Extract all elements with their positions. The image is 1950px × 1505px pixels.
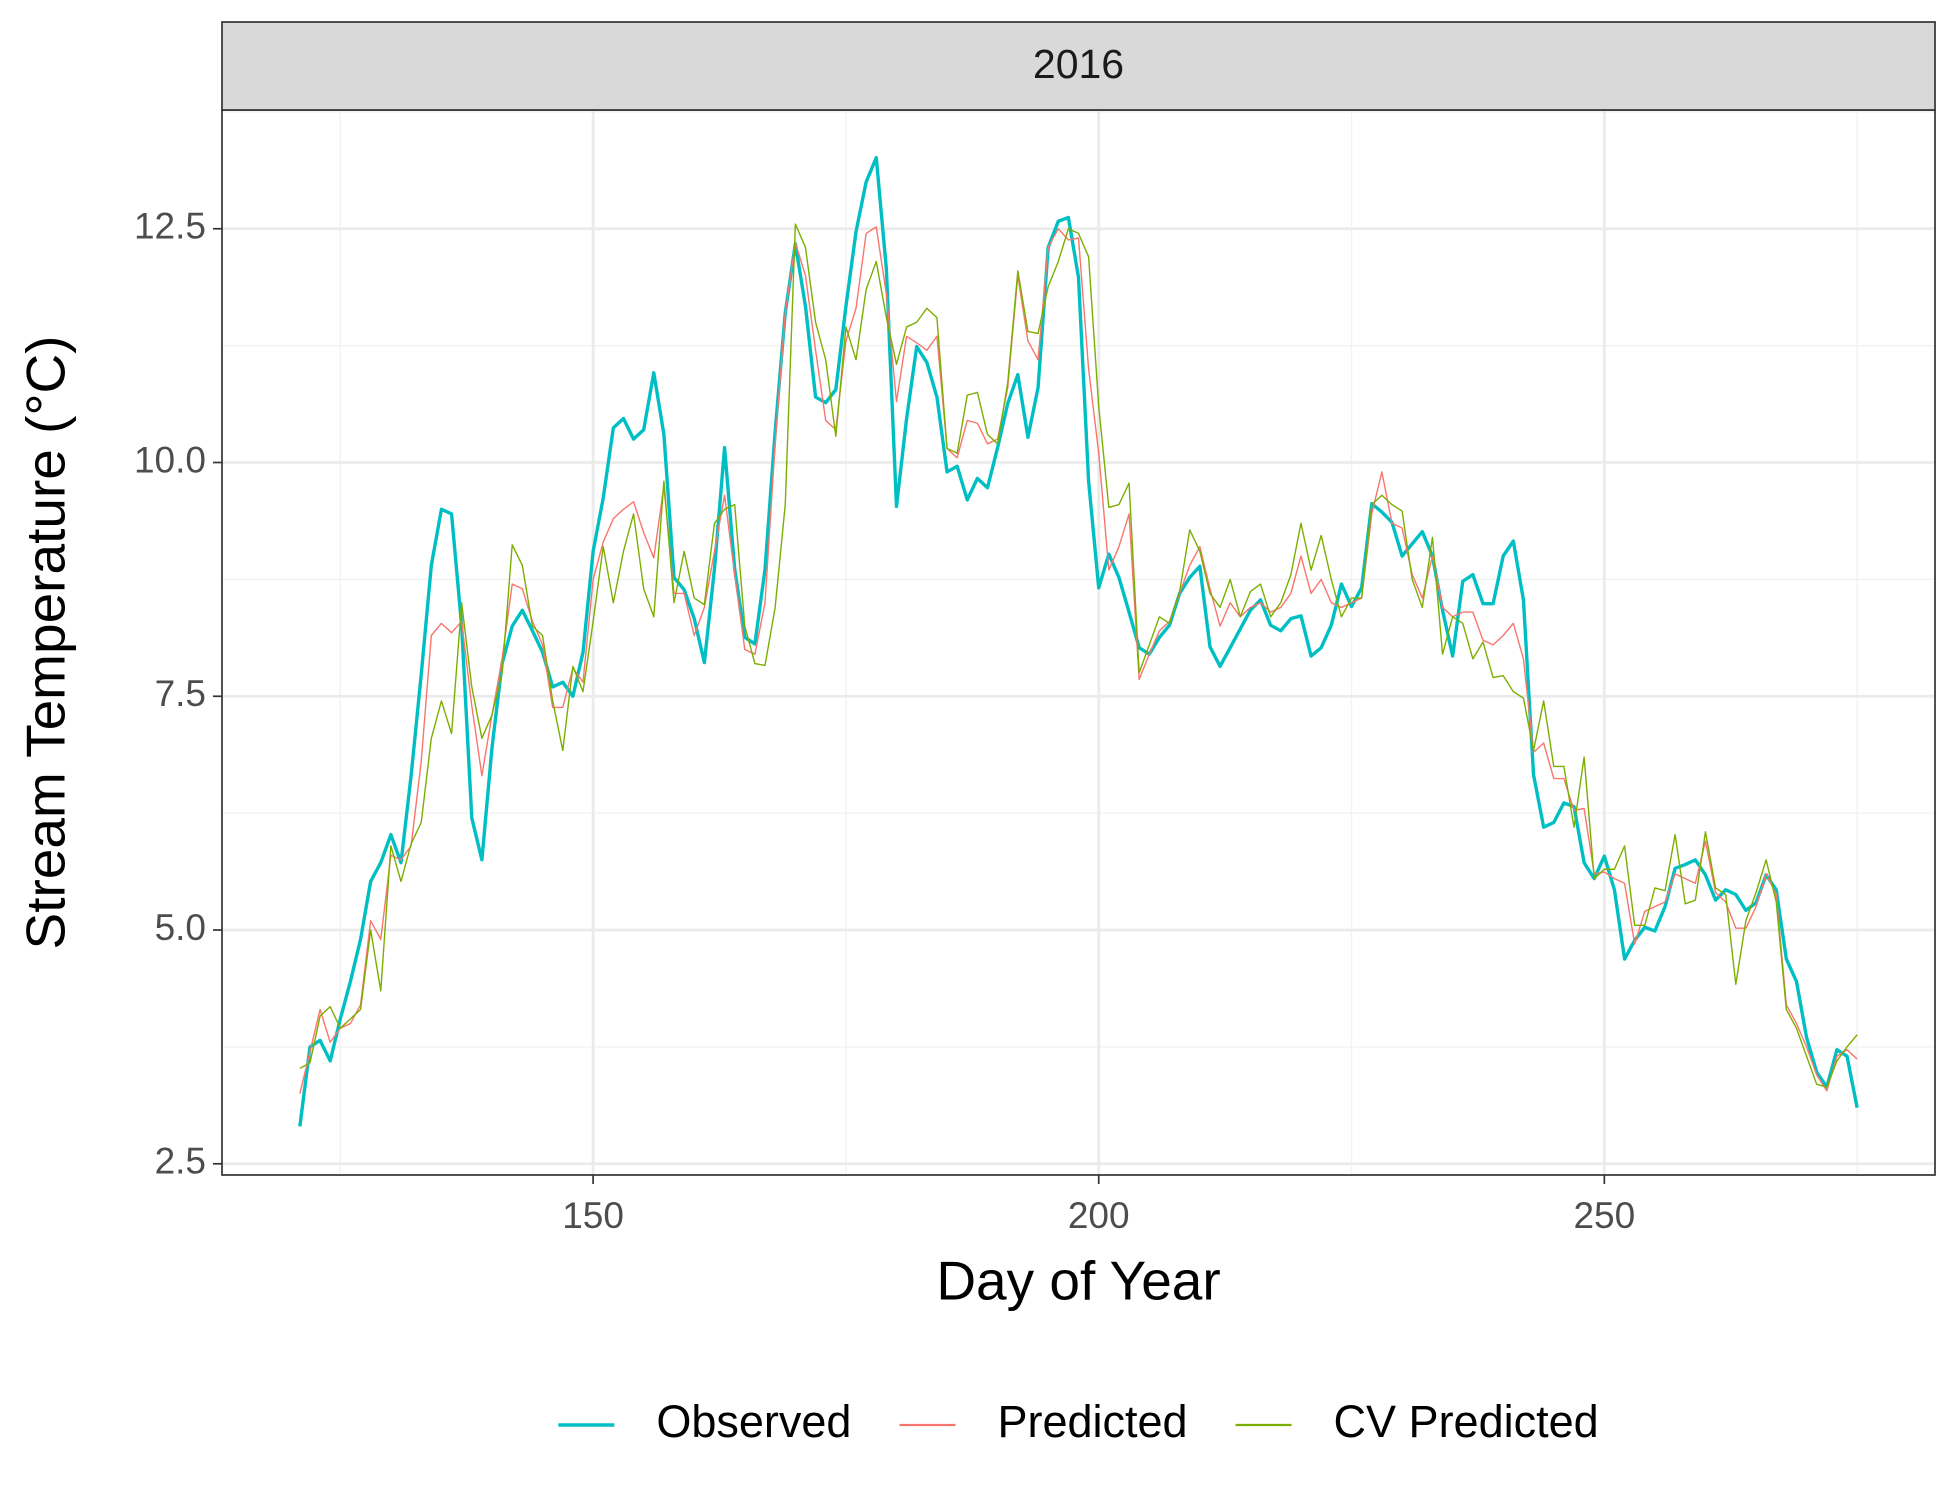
series-lines	[298, 155, 1859, 1127]
legend-label: Observed	[656, 1396, 851, 1447]
y-axis-title: Stream Temperature (°C)	[15, 336, 77, 950]
series-line	[298, 155, 1859, 1127]
x-tick-label: 200	[1068, 1195, 1130, 1236]
x-tick-label: 150	[562, 1195, 624, 1236]
series-line	[299, 226, 1858, 1094]
y-tick-label: 7.5	[155, 673, 206, 714]
legend-label: Predicted	[997, 1396, 1187, 1447]
grid	[222, 110, 1935, 1175]
y-tick-label: 5.0	[155, 907, 206, 948]
series-line	[299, 223, 1858, 1088]
legend: Observed Predicted CV Predicted	[558, 1396, 1599, 1447]
y-tick-label: 12.5	[134, 206, 206, 247]
legend-label: CV Predicted	[1334, 1396, 1599, 1447]
y-tick-label: 2.5	[155, 1141, 206, 1182]
axis-ticks: 150 200 250 2.5 5.0 7.5 10.0 12.5	[134, 206, 1635, 1236]
facet-label: 2016	[1033, 41, 1124, 87]
y-tick-label: 10.0	[134, 439, 206, 480]
x-axis-title: Day of Year	[936, 1250, 1220, 1312]
x-tick-label: 250	[1573, 1195, 1635, 1236]
facet-strip	[221, 21, 1936, 111]
